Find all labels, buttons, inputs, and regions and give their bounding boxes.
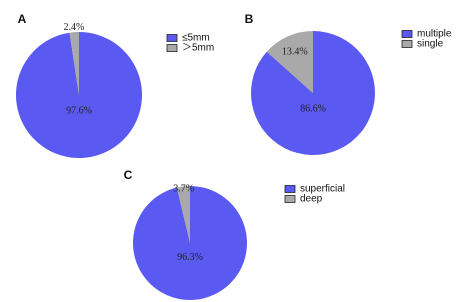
value-label: 86.6%	[300, 103, 326, 114]
pie-slice	[266, 31, 313, 93]
legend-swatch	[401, 40, 413, 48]
legend-label: ≤5mm	[182, 33, 210, 44]
legend-swatch	[284, 195, 296, 203]
legend-swatch	[284, 185, 296, 193]
legend-swatch	[401, 30, 413, 38]
value-label: 3.7%	[173, 184, 194, 195]
pie-slice	[176, 186, 190, 243]
legend-swatch	[166, 34, 178, 42]
legend-label: deep	[300, 194, 323, 205]
value-label: 97.6%	[66, 106, 92, 117]
value-label: 13.4%	[282, 47, 308, 58]
panel-label: B	[245, 12, 254, 26]
legend-label: multiple	[417, 29, 452, 40]
panel-label: C	[124, 168, 133, 182]
value-label: 96.3%	[177, 252, 203, 263]
value-label: 2.4%	[64, 22, 85, 33]
legend-swatch	[166, 44, 178, 52]
legend-label: superficial	[300, 184, 345, 195]
legend-label: single	[417, 39, 444, 50]
pie-slice	[133, 186, 248, 301]
pie-slice	[69, 32, 79, 95]
panel-label: A	[18, 12, 27, 26]
legend-label: ＞5mm	[182, 43, 214, 54]
